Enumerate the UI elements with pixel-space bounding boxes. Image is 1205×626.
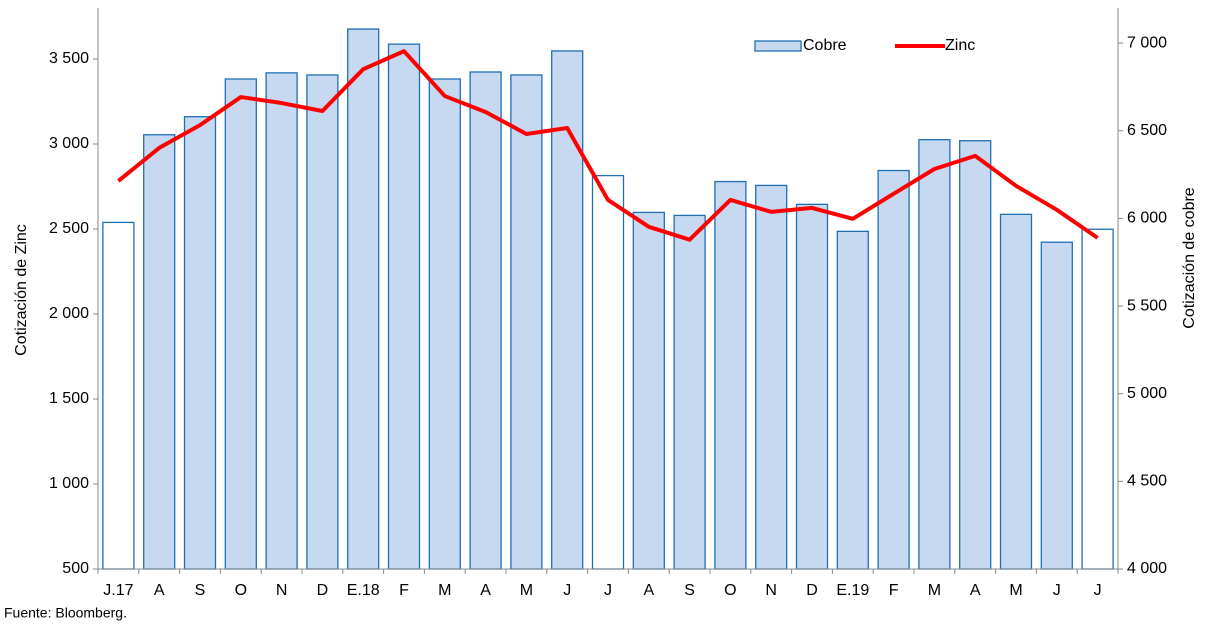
x-tick-label: O: [724, 582, 736, 599]
x-tick-label: J.17: [103, 582, 133, 599]
x-tick-label: A: [643, 582, 654, 599]
bar: [999, 213, 1033, 570]
x-tick-label: F: [889, 582, 899, 599]
y2-tick-label: 6 000: [1127, 210, 1167, 227]
x-tick-label: J: [1094, 582, 1102, 599]
y2-tick-label: 6 500: [1127, 122, 1167, 139]
y2-tick-label: 5 000: [1127, 385, 1167, 402]
bar: [918, 139, 951, 570]
x-tick-label: J: [563, 582, 571, 599]
x-tick-label: N: [765, 582, 777, 599]
bar: [102, 221, 135, 570]
x-tick-label: F: [399, 582, 409, 599]
x-tick-label: A: [154, 582, 165, 599]
bar: [1081, 228, 1114, 570]
bar: [551, 50, 584, 570]
x-tick-label: D: [806, 582, 818, 599]
bar: [306, 74, 339, 570]
bar: [959, 140, 992, 570]
bar: [183, 116, 217, 570]
y-axis-label: Cotización de Zinc: [13, 224, 30, 356]
bar: [265, 72, 298, 570]
bar: [1040, 241, 1073, 570]
bar: [347, 28, 380, 570]
bar: [673, 214, 706, 570]
line: [117, 49, 1099, 242]
bar: [877, 169, 910, 570]
x-tick-label: A: [480, 582, 491, 599]
bar: [714, 180, 747, 570]
bar: [143, 134, 176, 570]
x-tick-label: O: [235, 582, 247, 599]
x-tick-label: J: [1053, 582, 1061, 599]
x-tick-label: M: [1009, 582, 1022, 599]
y2-tick-label: 5 500: [1127, 297, 1167, 314]
x-tick-label: A: [970, 582, 981, 599]
x-tick-label: N: [276, 582, 288, 599]
bar: [510, 74, 543, 570]
y-tick-label: 1 500: [49, 390, 89, 407]
y-tick-label: 500: [62, 560, 89, 577]
y-tick-label: 2 500: [49, 220, 89, 237]
source-note: Fuente: Bloomberg.: [4, 605, 127, 621]
bar: [755, 184, 788, 570]
legend-label: Zinc: [945, 37, 975, 54]
x-tick-label: D: [317, 582, 329, 599]
x-tick-label: J: [604, 582, 612, 599]
y-tick-label: 1 000: [49, 475, 89, 492]
y-tick-label: 2 000: [49, 305, 89, 322]
x-tick-label: M: [520, 582, 533, 599]
legend-label: Cobre: [803, 37, 847, 54]
y2-axis-label: Cotización de cobre: [1181, 187, 1198, 329]
y2-tick-label: 7 000: [1127, 34, 1167, 51]
y2-tick-label: 4 500: [1127, 473, 1167, 490]
bar: [836, 230, 869, 570]
x-tick-label: S: [195, 582, 206, 599]
legend-swatch: [754, 40, 802, 52]
x-tick-label: M: [438, 582, 451, 599]
y-tick-label: 3 500: [49, 50, 89, 67]
x-tick-label: E.19: [836, 582, 869, 599]
bar: [387, 43, 421, 570]
bar: [469, 71, 502, 570]
bar: [224, 78, 257, 570]
y-tick-label: 3 000: [49, 135, 89, 152]
bar: [795, 203, 829, 570]
bar: [591, 174, 625, 570]
bar: [632, 211, 665, 570]
bar: [428, 78, 461, 570]
x-tick-label: E.18: [347, 582, 380, 599]
x-tick-label: M: [928, 582, 941, 599]
y2-tick-label: 4 000: [1127, 560, 1167, 577]
x-tick-label: S: [684, 582, 695, 599]
